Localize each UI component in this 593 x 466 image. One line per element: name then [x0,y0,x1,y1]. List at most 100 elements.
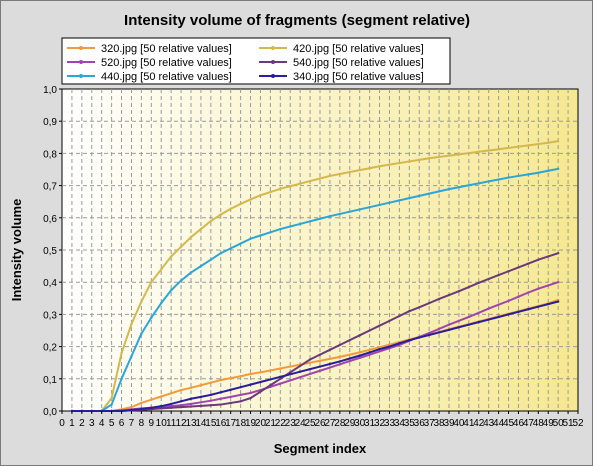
data-point [467,151,471,155]
data-point [517,266,520,269]
legend-marker [79,46,83,50]
x-tick-label: 11 [166,418,177,429]
data-point [487,149,490,152]
data-point [447,154,451,157]
series-lines [70,139,560,413]
data-point [289,365,292,368]
data-point [279,377,282,380]
data-point [298,182,302,185]
data-point [279,227,282,231]
data-point [179,279,183,282]
data-point [358,351,361,354]
data-point [467,184,471,187]
data-point [398,199,401,202]
data-point [408,338,411,342]
legend-item: 340.jpg [50 relative values] [259,71,424,83]
data-point [457,290,461,293]
data-point [388,319,391,323]
data-point [457,186,461,189]
data-point [229,395,232,399]
data-point [259,234,262,237]
data-point [169,255,173,258]
y-tick-label: 1,0 [43,85,57,96]
data-point [517,145,520,148]
data-point [378,346,381,349]
data-point [497,148,500,151]
legend-box [61,37,451,85]
data-point [537,287,540,290]
data-point [120,377,123,380]
x-tick-label: 51 [563,418,575,429]
x-tick-label: 28 [334,418,346,429]
x-tick-label: 7 [129,418,135,429]
data-point [547,255,550,258]
data-point [338,355,342,359]
data-point [219,397,222,400]
data-point [427,331,431,335]
data-point [219,213,222,216]
data-point [209,219,213,223]
x-tick-label: 40 [453,418,465,429]
x-tick-label: 17 [225,418,237,429]
data-point [209,381,213,384]
x-tick-label: 33 [384,418,396,429]
data-point [150,316,153,319]
data-point [527,262,530,265]
data-point [328,366,332,369]
data-point [378,165,381,168]
data-point [209,404,213,407]
data-point [507,313,510,316]
y-tick-label: 0,6 [43,214,57,225]
data-point [447,328,451,332]
x-tick-label: 43 [483,418,495,429]
data-point [199,395,203,399]
data-point [160,407,163,410]
data-point [368,353,371,356]
x-tick-label: 52 [572,418,584,429]
data-point [298,222,302,226]
data-point [338,172,342,176]
data-point [398,342,401,345]
x-tick-label: 24 [295,418,307,429]
legend-marker [79,60,83,64]
x-tick-label: 0 [59,418,65,429]
data-point [308,220,312,223]
data-point [378,350,381,353]
data-point [418,336,421,339]
data-point [179,405,183,409]
data-point [279,187,282,191]
data-point [487,307,490,310]
legend-item: 420.jpg [50 relative values] [259,43,424,55]
data-point [259,390,262,393]
data-point [308,358,312,361]
y-tick-label: 0,3 [43,310,57,321]
data-point [229,247,232,250]
x-tick-label: 13 [185,418,197,429]
data-point [298,370,302,373]
y-axis-ticks: 0,0 0,1 0,2 0,3 0,4 0,5 0,6 0,7 0,8 0,9 1,0 [43,85,62,418]
legend-marker [271,46,275,50]
data-point [348,353,351,356]
x-axis-ticks: 0 1 2 3 4 5 6 7 8 9 10 11 12131415161718192021222324… [59,411,584,429]
y-tick-label: 0,0 [43,407,57,418]
data-point [219,403,222,406]
data-point [150,281,153,284]
data-point [140,332,143,335]
data-point [189,402,193,406]
data-point [358,168,361,172]
data-point [388,345,391,348]
data-point [179,400,183,403]
data-point [259,380,262,384]
data-point [308,367,312,371]
data-point [537,142,540,146]
legend-label: 540.jpg [50 relative values] [293,57,424,69]
series-line-5 [71,300,559,412]
data-point [209,393,213,397]
data-point [169,402,173,406]
x-tick-label: 47 [523,418,535,429]
data-point [140,300,143,303]
data-point [497,315,500,319]
data-point [547,302,550,306]
data-point [328,362,332,366]
